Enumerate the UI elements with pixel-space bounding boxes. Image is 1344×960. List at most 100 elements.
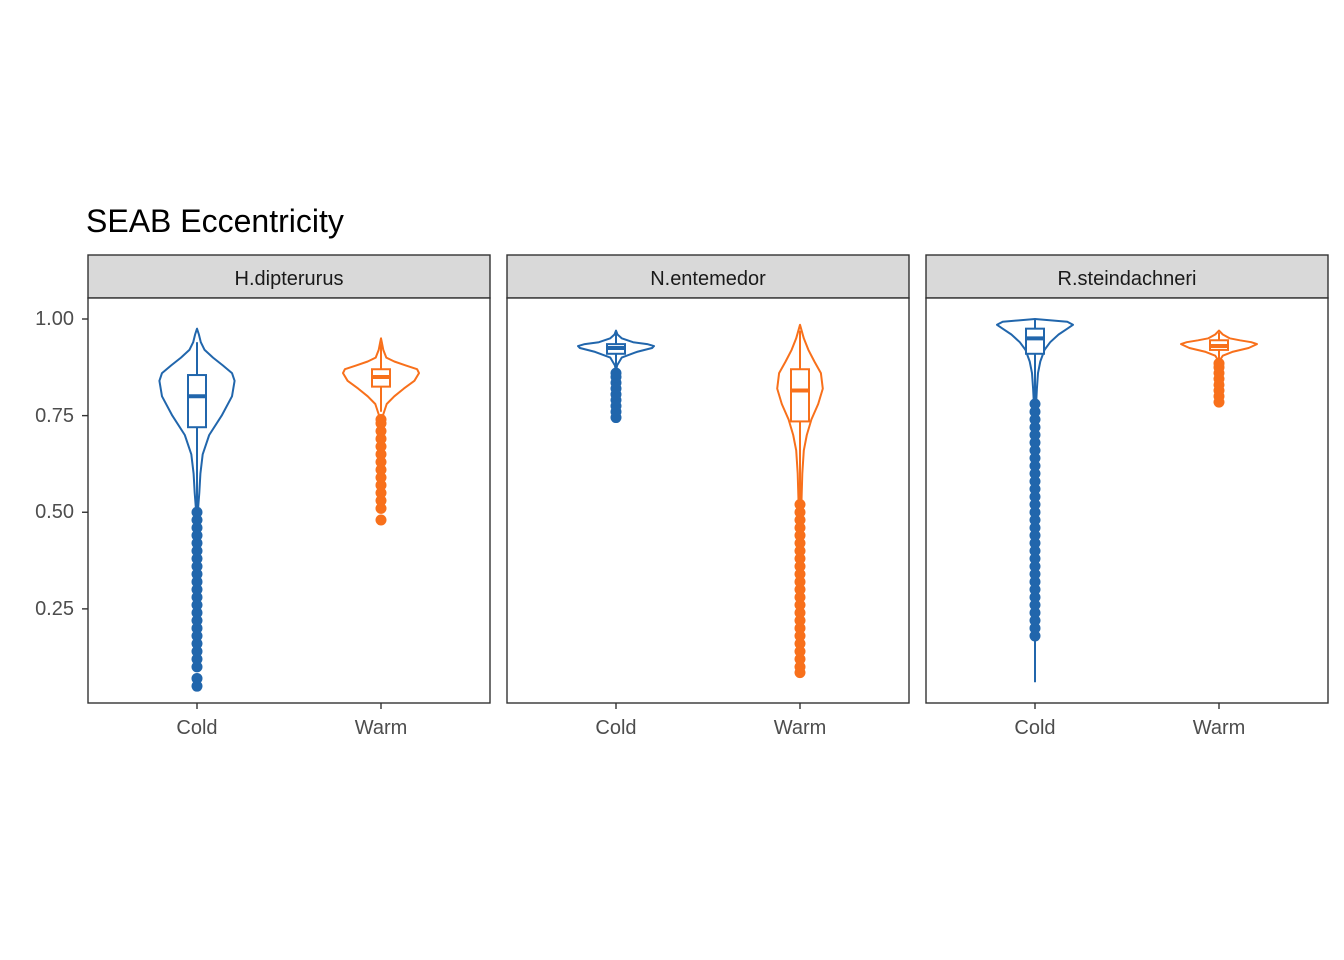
outlier-point-cold: [1029, 576, 1041, 588]
outlier-point-cold: [191, 522, 203, 534]
y-tick-label: 0.75: [35, 405, 74, 427]
outlier-point-cold: [1029, 529, 1041, 541]
outlier-point-warm: [794, 545, 806, 557]
outlier-point-cold: [191, 584, 203, 596]
outlier-point-cold: [1029, 584, 1041, 596]
panel-marks: [158, 327, 420, 692]
box-cold: [187, 374, 207, 429]
outlier-point-warm: [794, 576, 806, 588]
facet-panel-n-entemedor: N.entemedor Cold Warm: [506, 254, 910, 739]
outlier-point-warm: [794, 622, 806, 634]
outlier-point-warm: [375, 448, 387, 460]
outlier-point-cold: [191, 638, 203, 650]
outlier-point-warm: [794, 506, 806, 518]
outlier-point-cold: [1029, 568, 1041, 580]
outlier-point-warm: [375, 495, 387, 507]
outlier-point-cold: [1029, 429, 1041, 441]
outlier-point-warm: [794, 661, 806, 673]
x-tick-label-cold: Cold: [176, 717, 217, 739]
outlier-point-cold: [191, 529, 203, 541]
facet-strip-label: R.steindachneri: [1058, 268, 1197, 290]
outlier-point-warm: [794, 584, 806, 596]
violin-cold: [577, 329, 655, 373]
outlier-point-warm: [794, 638, 806, 650]
outlier-point-warm: [794, 522, 806, 534]
outlier-point-warm: [1213, 357, 1225, 369]
outlier-point-cold: [1029, 537, 1041, 549]
outlier-point-warm: [794, 514, 806, 526]
outlier-point-cold: [1029, 506, 1041, 518]
outlier-point-cold: [1029, 622, 1041, 634]
panel-marks: [577, 323, 824, 679]
outlier-point-cold: [1029, 514, 1041, 526]
outlier-point-warm: [375, 502, 387, 514]
x-tick-label-cold: Cold: [595, 717, 636, 739]
outlier-point-cold: [1029, 599, 1041, 611]
outlier-point-cold: [1029, 437, 1041, 449]
outlier-point-cold: [1029, 630, 1041, 642]
outlier-point-cold: [191, 680, 203, 692]
outlier-point-warm: [794, 599, 806, 611]
outlier-point-cold: [1029, 444, 1041, 456]
outlier-point-cold: [1029, 614, 1041, 626]
outlier-point-warm: [794, 591, 806, 603]
outlier-point-warm: [375, 471, 387, 483]
outlier-point-cold: [1029, 406, 1041, 418]
outlier-point-cold: [191, 672, 203, 684]
outlier-point-cold: [1029, 499, 1041, 511]
outlier-point-warm: [375, 433, 387, 445]
panel-marks: [996, 318, 1258, 683]
outlier-point-cold: [1029, 607, 1041, 619]
x-tick-label-warm: Warm: [1193, 717, 1246, 739]
outlier-point-warm: [375, 464, 387, 476]
facet-panel-r-steindachneri: R.steindachneri Cold Warm: [925, 254, 1329, 739]
y-tick-label: 0.50: [35, 501, 74, 523]
outlier-point-cold: [191, 537, 203, 549]
outlier-point-cold: [1029, 553, 1041, 565]
outlier-point-cold: [191, 607, 203, 619]
y-tick-label: 1.00: [35, 308, 74, 330]
y-axis: 0.25 0.50 0.75 1.00: [35, 308, 88, 620]
outlier-point-cold: [191, 622, 203, 634]
outlier-point-cold: [610, 367, 622, 379]
outlier-point-warm: [794, 614, 806, 626]
x-tick-label-warm: Warm: [774, 717, 827, 739]
violin-warm: [776, 323, 824, 502]
outlier-point-cold: [1029, 421, 1041, 433]
outlier-point-cold: [191, 560, 203, 572]
x-tick-label-cold: Cold: [1014, 717, 1055, 739]
outlier-point-warm: [794, 607, 806, 619]
outlier-point-warm: [794, 499, 806, 511]
outlier-point-cold: [1029, 452, 1041, 464]
outlier-point-cold: [1029, 545, 1041, 557]
outlier-point-warm: [375, 425, 387, 437]
outlier-point-warm: [794, 537, 806, 549]
outlier-point-cold: [191, 506, 203, 518]
outlier-point-cold: [1029, 398, 1041, 410]
outlier-point-cold: [1029, 591, 1041, 603]
box-warm: [790, 368, 810, 423]
outlier-point-cold: [1029, 475, 1041, 487]
outlier-point-cold: [191, 599, 203, 611]
violin-cold: [996, 318, 1074, 405]
outlier-point-warm: [794, 529, 806, 541]
box-cold: [1025, 327, 1045, 355]
outlier-point-cold: [1029, 413, 1041, 425]
outlier-point-warm: [794, 560, 806, 572]
outlier-point-cold: [1029, 522, 1041, 534]
outlier-point-cold: [191, 553, 203, 565]
outlier-point-warm: [375, 413, 387, 425]
outlier-point-cold: [191, 614, 203, 626]
outlier-point-warm: [375, 514, 387, 526]
outlier-point-cold: [191, 653, 203, 665]
outlier-point-warm: [794, 553, 806, 565]
facet-strip-label: N.entemedor: [650, 268, 766, 290]
outlier-point-cold: [1029, 468, 1041, 480]
outlier-point-warm: [794, 630, 806, 642]
outlier-point-cold: [191, 576, 203, 588]
facet-strip-label: H.dipterurus: [235, 268, 344, 290]
outlier-point-cold: [1029, 483, 1041, 495]
outlier-point-cold: [1029, 460, 1041, 472]
facet-strip: [87, 254, 491, 299]
outlier-point-warm: [375, 487, 387, 499]
